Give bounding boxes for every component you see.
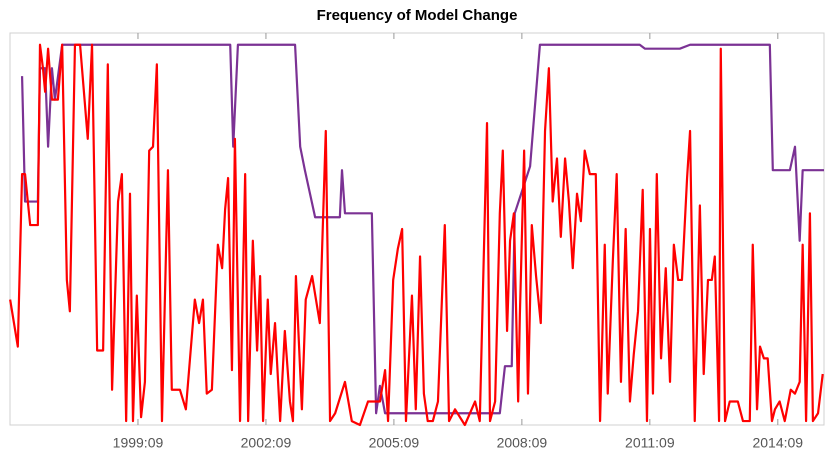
x-tick-label: 2002:09 bbox=[241, 435, 292, 451]
series-line bbox=[9, 43, 824, 427]
x-tick-label: 2014:09 bbox=[752, 435, 803, 451]
x-tick-label: 1999:09 bbox=[113, 435, 164, 451]
x-tick-label: 2008:09 bbox=[497, 435, 548, 451]
chart-title: Frequency of Model Change bbox=[317, 7, 518, 24]
x-tick-label: 2011:09 bbox=[625, 435, 675, 451]
x-tick-label: 2005:09 bbox=[369, 435, 420, 451]
plot-frame bbox=[9, 32, 825, 426]
series-line bbox=[20, 43, 824, 415]
